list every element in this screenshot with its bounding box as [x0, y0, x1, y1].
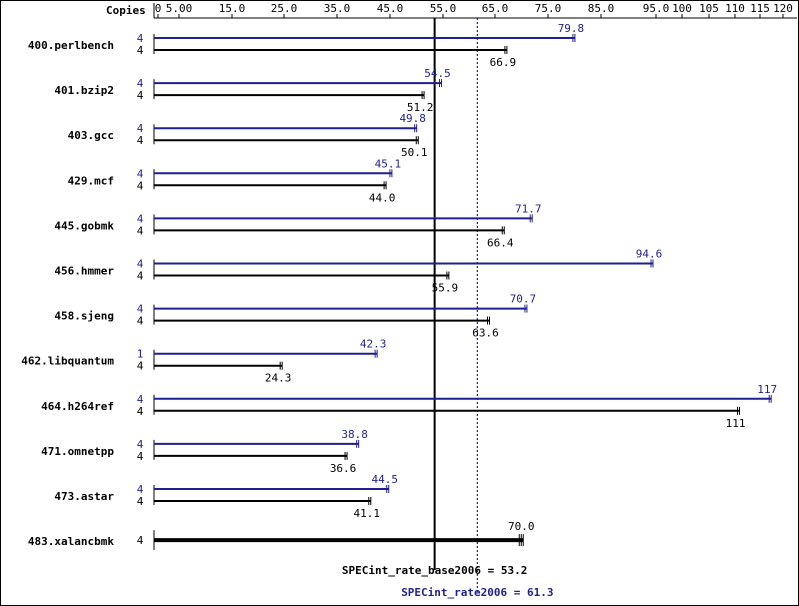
base-copies: 4	[137, 405, 144, 418]
peak-copies: 4	[137, 32, 144, 45]
x-tick-label: 110	[725, 2, 745, 15]
base-value-label: 63.6	[472, 327, 499, 340]
x-tick-label: 65.0	[482, 2, 509, 15]
base-value-label: 36.6	[330, 462, 357, 475]
base-value-label: 44.0	[369, 191, 396, 204]
peak-value-label: 44.5	[371, 473, 398, 486]
benchmark-label: 462.libquantum	[21, 355, 114, 368]
benchmark-label: 456.hmmer	[54, 265, 114, 278]
benchmark-label: 429.mcf	[68, 174, 114, 187]
x-tick-label: 120	[773, 2, 793, 15]
base-value-label: 41.1	[354, 507, 381, 520]
peak-copies: 4	[137, 77, 144, 90]
peak-copies: 4	[137, 303, 144, 316]
base-value-label: 24.3	[265, 372, 292, 385]
base-copies: 4	[137, 179, 144, 192]
base-value-label: 50.1	[401, 146, 428, 159]
base-copies: 4	[137, 270, 144, 283]
x-tick-label: 85.0	[588, 2, 615, 15]
peak-copies: 4	[137, 258, 144, 271]
base-value-label: 55.9	[432, 282, 459, 295]
benchmark-label: 483.xalancbmk	[28, 535, 114, 548]
base-copies: 4	[137, 315, 144, 328]
peak-value-label: 38.8	[341, 428, 368, 441]
base-copies: 4	[137, 134, 144, 147]
peak-copies: 4	[137, 393, 144, 406]
peak-value-label: 45.1	[375, 157, 402, 170]
x-tick-label: 95.0	[643, 2, 670, 15]
x-tick-label: 100	[672, 2, 692, 15]
benchmark-label: 458.sjeng	[54, 310, 114, 323]
peak-copies: 4	[137, 212, 144, 225]
peak-copies: 4	[137, 122, 144, 135]
x-tick-label: 75.0	[535, 2, 562, 15]
copies-header: Copies	[106, 4, 146, 17]
peak-value-label: 42.3	[360, 338, 387, 351]
x-tick-label: 0	[155, 2, 162, 15]
x-tick-label: 105	[699, 2, 719, 15]
benchmark-label: 471.omnetpp	[41, 445, 114, 458]
base-copies: 4	[137, 44, 144, 57]
base-copies: 4	[137, 534, 144, 547]
base-reference-label: SPECint_rate_base2006 = 53.2	[342, 564, 527, 577]
x-tick-label: 115	[750, 2, 770, 15]
peak-value-label: 49.8	[399, 112, 426, 125]
peak-value-label: 70.7	[510, 293, 537, 306]
merged-value-label: 70.0	[508, 520, 535, 533]
x-tick-label: 15.0	[219, 2, 246, 15]
base-value-label: 66.9	[490, 56, 517, 69]
peak-value-label: 71.7	[515, 202, 542, 215]
x-tick-label: 5.00	[166, 2, 193, 15]
x-tick-label: 55.0	[430, 2, 457, 15]
peak-reference-label: SPECint_rate2006 = 61.3	[401, 586, 553, 599]
peak-copies: 4	[137, 438, 144, 451]
benchmark-label: 445.gobmk	[54, 219, 114, 232]
benchmark-label: 403.gcc	[68, 129, 114, 142]
peak-copies: 4	[137, 167, 144, 180]
x-tick-label: 25.0	[271, 2, 298, 15]
peak-value-label: 79.8	[558, 22, 585, 35]
base-copies: 4	[137, 495, 144, 508]
benchmark-label: 473.astar	[54, 490, 114, 503]
peak-value-label: 94.6	[636, 248, 663, 261]
x-tick-label: 45.0	[377, 2, 404, 15]
base-value-label: 111	[726, 417, 746, 430]
base-copies: 4	[137, 360, 144, 373]
base-copies: 4	[137, 450, 144, 463]
base-copies: 4	[137, 89, 144, 102]
peak-value-label: 117	[757, 383, 777, 396]
base-value-label: 51.2	[407, 101, 434, 114]
benchmark-label: 400.perlbench	[28, 39, 114, 52]
peak-copies: 1	[137, 348, 144, 361]
benchmark-label: 401.bzip2	[54, 84, 114, 97]
x-tick-label: 35.0	[324, 2, 351, 15]
benchmark-label: 464.h264ref	[41, 400, 114, 413]
base-copies: 4	[137, 224, 144, 237]
peak-copies: 4	[137, 483, 144, 496]
peak-value-label: 54.5	[424, 67, 451, 80]
base-value-label: 66.4	[487, 236, 514, 249]
